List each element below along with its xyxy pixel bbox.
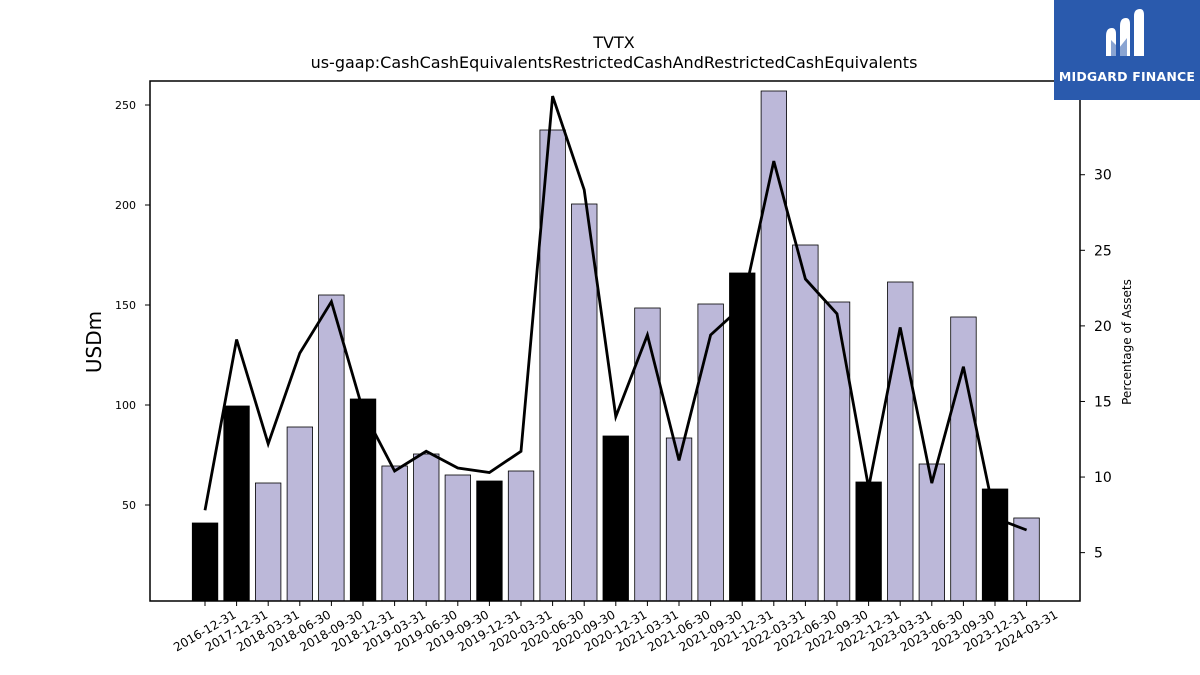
brand-logo-text: MIDGARD FINANCE [1058, 69, 1196, 84]
chart-title: TVTX [592, 33, 634, 52]
bar-2022-03-31 [760, 90, 787, 602]
chart-subtitle: us-gaap:CashCashEquivalentsRestrictedCas… [311, 53, 918, 72]
bar-2019-12-31 [476, 480, 503, 602]
bar-2021-09-30 [697, 303, 724, 602]
brand-logo: MIDGARD FINANCE [1054, 0, 1200, 100]
plot-frame [149, 80, 1081, 602]
bar-2023-03-31 [887, 281, 914, 602]
bar-2019-06-30 [413, 453, 440, 602]
bar-2021-06-30 [665, 437, 693, 602]
y2-tick-label: 10 [1094, 470, 1112, 486]
bar-2021-03-31 [634, 307, 661, 602]
bar-2018-03-31 [254, 482, 282, 602]
bar-2022-06-30 [792, 244, 819, 602]
bar-2023-12-31 [981, 488, 1009, 602]
y-axis-label: USDm [82, 311, 106, 373]
y2-tick-label: 25 [1094, 243, 1112, 259]
bar-2020-12-31 [602, 435, 629, 602]
bar-2023-06-30 [918, 463, 945, 602]
bar-2020-03-31 [507, 470, 535, 602]
bar-2019-09-30 [444, 474, 472, 602]
bar-2019-03-31 [381, 465, 408, 602]
bar-2023-09-30 [950, 316, 977, 602]
bar-2020-06-30 [539, 129, 566, 602]
bar-2020-09-30 [571, 203, 598, 602]
bar-2022-09-30 [823, 301, 851, 602]
bar-2018-12-31 [349, 398, 377, 602]
bar-2016-12-31 [191, 522, 219, 602]
bar-2024-03-31 [1013, 517, 1040, 602]
percentage-line [203, 95, 1028, 532]
bar-2018-09-30 [318, 294, 345, 602]
midgard-m-logo-icon [1106, 9, 1144, 56]
y2-tick-label: 15 [1094, 394, 1112, 410]
bar-2021-12-31 [729, 272, 756, 602]
y-tick-label: 150 [115, 299, 136, 312]
bar-2017-12-31 [223, 405, 250, 602]
bar-2018-06-30 [286, 426, 314, 602]
y2-tick-label: 20 [1094, 319, 1112, 335]
bar-2022-12-31 [855, 481, 882, 602]
y-tick-label: 50 [122, 499, 136, 512]
y-tick-label: 200 [115, 199, 136, 212]
y-tick-label: 250 [115, 99, 136, 112]
y2-tick-label: 30 [1094, 168, 1112, 184]
y2-tick-label: 5 [1094, 546, 1103, 562]
y2-axis-label: Percentage of Assets [1120, 279, 1134, 405]
y-tick-label: 100 [115, 399, 136, 412]
